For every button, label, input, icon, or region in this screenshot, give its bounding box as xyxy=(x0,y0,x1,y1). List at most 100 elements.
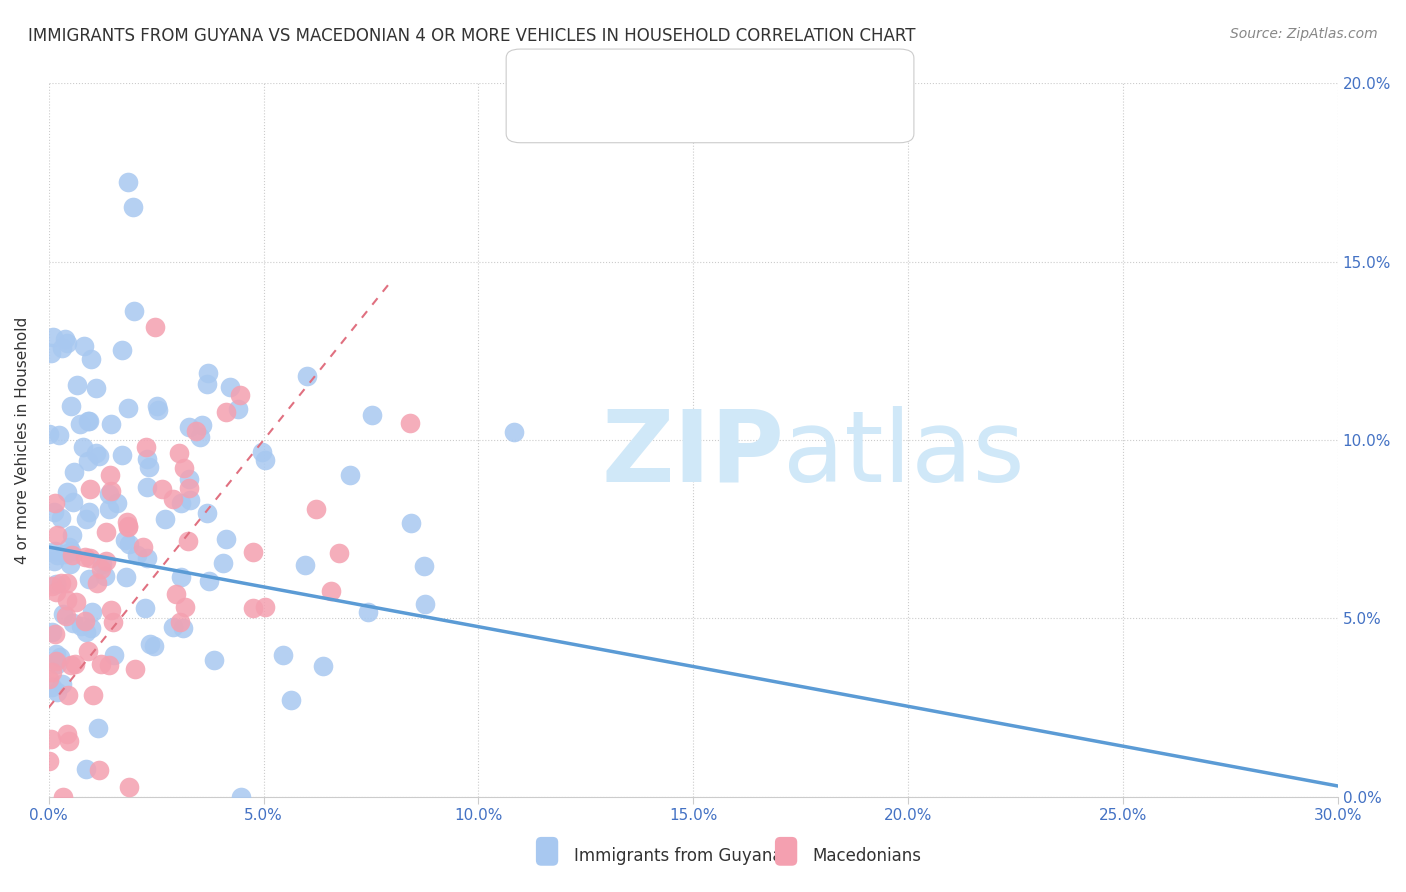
Point xyxy=(254,600,277,615)
Point xyxy=(143,320,166,334)
Point xyxy=(124,663,146,677)
Point xyxy=(117,520,139,534)
Point xyxy=(79,505,101,519)
Point xyxy=(65,657,87,671)
Point xyxy=(294,558,316,573)
Point xyxy=(80,621,103,635)
Point xyxy=(69,417,91,431)
Point xyxy=(295,369,318,384)
Point xyxy=(399,417,422,431)
Point xyxy=(76,453,98,467)
Point xyxy=(89,450,111,464)
Point xyxy=(319,583,342,598)
Point xyxy=(117,519,139,533)
Point xyxy=(219,379,242,393)
Point xyxy=(70,619,93,633)
Point xyxy=(174,599,197,614)
Point xyxy=(56,727,79,741)
Point xyxy=(229,388,252,402)
Point xyxy=(117,401,139,415)
Point xyxy=(39,345,62,359)
Point xyxy=(62,616,84,631)
Point xyxy=(162,491,184,506)
Point xyxy=(280,693,302,707)
Point xyxy=(311,659,333,673)
Point xyxy=(63,465,86,479)
Point xyxy=(59,543,82,558)
Point xyxy=(121,200,143,214)
Point xyxy=(150,482,173,496)
Point xyxy=(46,685,69,699)
Point xyxy=(155,512,177,526)
Point xyxy=(41,665,63,679)
Point xyxy=(62,548,84,562)
Point xyxy=(103,648,125,662)
Point xyxy=(90,557,112,571)
Point xyxy=(77,572,100,586)
Point xyxy=(115,570,138,584)
Point xyxy=(135,452,157,467)
Point xyxy=(167,446,190,460)
Text: ZIP: ZIP xyxy=(602,406,785,503)
Point xyxy=(339,468,361,483)
Point xyxy=(75,625,97,640)
Point xyxy=(100,467,122,482)
Point xyxy=(80,352,103,367)
Point xyxy=(60,528,83,542)
Point xyxy=(59,399,82,413)
Point xyxy=(103,615,125,629)
Point xyxy=(117,175,139,189)
Point xyxy=(53,332,76,346)
Point xyxy=(49,576,72,591)
Point xyxy=(271,648,294,662)
Point xyxy=(44,626,66,640)
Point xyxy=(41,579,63,593)
Point xyxy=(165,587,187,601)
Point xyxy=(114,533,136,547)
Point xyxy=(179,472,201,486)
Point xyxy=(80,605,103,619)
Point xyxy=(86,380,108,394)
Point xyxy=(127,548,149,562)
Point xyxy=(44,496,66,510)
Point xyxy=(53,547,76,561)
Point xyxy=(55,592,77,607)
Point xyxy=(49,649,72,664)
Point xyxy=(146,403,169,417)
Point xyxy=(111,343,134,357)
Point xyxy=(177,533,200,548)
Point xyxy=(52,789,75,804)
Point xyxy=(253,452,276,467)
Point xyxy=(304,502,326,516)
Point xyxy=(75,762,97,776)
Point xyxy=(97,501,120,516)
Point xyxy=(135,480,157,494)
Point xyxy=(38,754,60,768)
Point xyxy=(195,377,218,392)
Point xyxy=(41,625,63,640)
Point xyxy=(186,424,208,438)
Point xyxy=(169,615,191,629)
Point xyxy=(252,444,274,458)
Point xyxy=(118,780,141,794)
Point xyxy=(60,658,83,673)
Point xyxy=(75,512,97,526)
Point xyxy=(118,537,141,551)
Point xyxy=(45,577,67,591)
Point xyxy=(162,620,184,634)
Point xyxy=(39,732,62,747)
Point xyxy=(413,597,436,611)
Point xyxy=(94,569,117,583)
Point xyxy=(211,556,233,570)
Point xyxy=(136,551,159,566)
Point xyxy=(170,570,193,584)
Point xyxy=(52,607,75,621)
Point xyxy=(100,483,122,498)
Point xyxy=(86,576,108,591)
Point xyxy=(215,532,238,546)
Point xyxy=(100,603,122,617)
Point xyxy=(46,549,69,563)
Point xyxy=(56,335,79,350)
Point xyxy=(51,677,73,691)
Point xyxy=(169,496,191,510)
